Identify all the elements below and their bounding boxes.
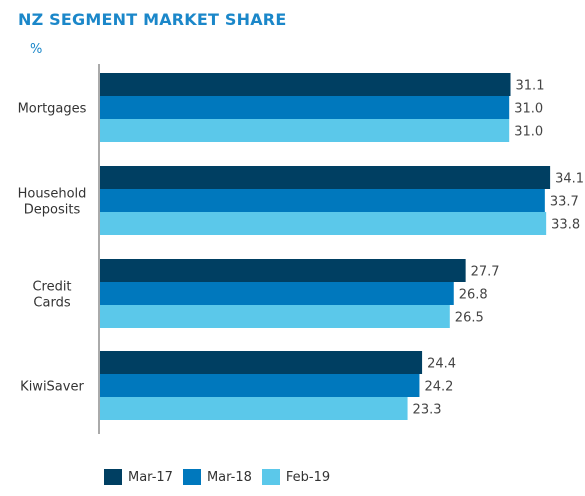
- bar: [100, 119, 510, 142]
- legend-swatch-1: [182, 469, 201, 485]
- value-label: 33.7: [550, 195, 579, 210]
- value-label: 31.1: [516, 79, 545, 94]
- category-label: KiwiSaver: [20, 380, 84, 395]
- value-label: 26.8: [459, 288, 488, 303]
- legend-item-1: Mar-18: [182, 469, 252, 485]
- bar: [100, 212, 547, 235]
- bar: [100, 351, 423, 374]
- bar: [100, 189, 545, 212]
- value-label: 31.0: [514, 102, 543, 117]
- legend-label-1: Mar-18: [206, 469, 252, 485]
- value-label: 27.7: [471, 265, 500, 280]
- legend-swatch-2: [261, 469, 280, 485]
- bar: [100, 397, 408, 420]
- chart-title: NZ SEGMENT MARKET SHARE: [18, 10, 287, 29]
- bar: [100, 73, 511, 96]
- value-label: 34.1: [555, 172, 584, 187]
- bar: [100, 282, 454, 305]
- value-label: 24.4: [427, 357, 456, 372]
- value-label: 23.3: [413, 403, 442, 418]
- legend-label-0: Mar-17: [128, 469, 173, 485]
- legend-label-2: Feb-19: [285, 469, 331, 485]
- value-label: 26.5: [455, 311, 484, 326]
- bar: [100, 374, 420, 397]
- legend-swatch-0: [104, 469, 122, 485]
- category-label: Household Deposits: [18, 187, 87, 218]
- unit-label: %: [30, 42, 43, 57]
- bar-chart: Mortgages 31.1 31.0 31.0 Household Deposits 34…: [18, 64, 584, 434]
- category-label: Credit Cards: [32, 280, 71, 311]
- value-label: 31.0: [514, 125, 543, 140]
- legend-item-0: Mar-17: [104, 469, 173, 485]
- bar: [100, 96, 510, 119]
- value-label: 33.8: [551, 218, 580, 233]
- bar: [100, 166, 551, 189]
- value-label: 24.2: [424, 380, 453, 395]
- legend-item-2: Feb-19: [261, 469, 331, 485]
- bar: [100, 259, 466, 282]
- category-label: Mortgages: [18, 102, 87, 117]
- legend: Mar-17 Mar-18 Feb-19: [104, 469, 340, 485]
- bar: [100, 305, 450, 328]
